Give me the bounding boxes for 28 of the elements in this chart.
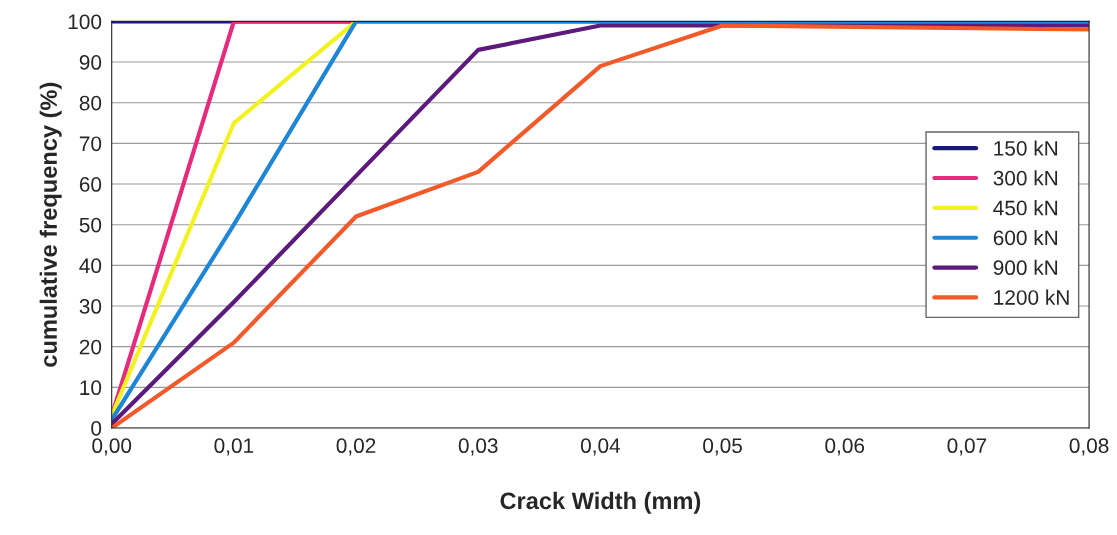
x-tick-label: 0,01 — [214, 438, 254, 456]
legend-label: 150 kN — [994, 140, 1058, 156]
x-tick-label: 0,05 — [703, 438, 742, 456]
y-tick-label: 60 — [79, 177, 102, 192]
y-tick-label: 70 — [79, 136, 102, 152]
x-tick-label: 0,07 — [947, 438, 987, 456]
legend-label: 900 kN — [993, 259, 1058, 276]
x-tick-label: 0,08 — [1069, 438, 1109, 456]
x-tick-label: 0,02 — [336, 438, 376, 456]
y-axis-title: cumulative frequency (%) — [39, 82, 62, 367]
y-tick-label: 40 — [79, 258, 102, 274]
x-axis-title: Crack Width (mm) — [500, 491, 701, 514]
y-tick-label: 0 — [91, 421, 102, 436]
y-tick-label: 80 — [79, 95, 102, 111]
y-tick-label: 20 — [79, 339, 102, 355]
y-tick-label: 10 — [80, 380, 102, 396]
legend-label: 300 kN — [993, 170, 1058, 186]
y-tick-label: 30 — [79, 299, 102, 314]
y-tick-label: 100 — [68, 14, 102, 30]
legend-label: 600 kN — [993, 229, 1058, 246]
x-tick-label: 0,06 — [825, 438, 865, 456]
y-tick-label: 90 — [79, 55, 102, 70]
x-tick-label: 0,00 — [92, 438, 132, 456]
legend-label: 1200 kN — [994, 289, 1069, 305]
x-tick-label: 0,04 — [580, 438, 621, 456]
y-tick-label: 50 — [79, 217, 102, 233]
x-tick-label: 0,03 — [458, 438, 498, 456]
legend-label: 450 kN — [993, 200, 1058, 216]
